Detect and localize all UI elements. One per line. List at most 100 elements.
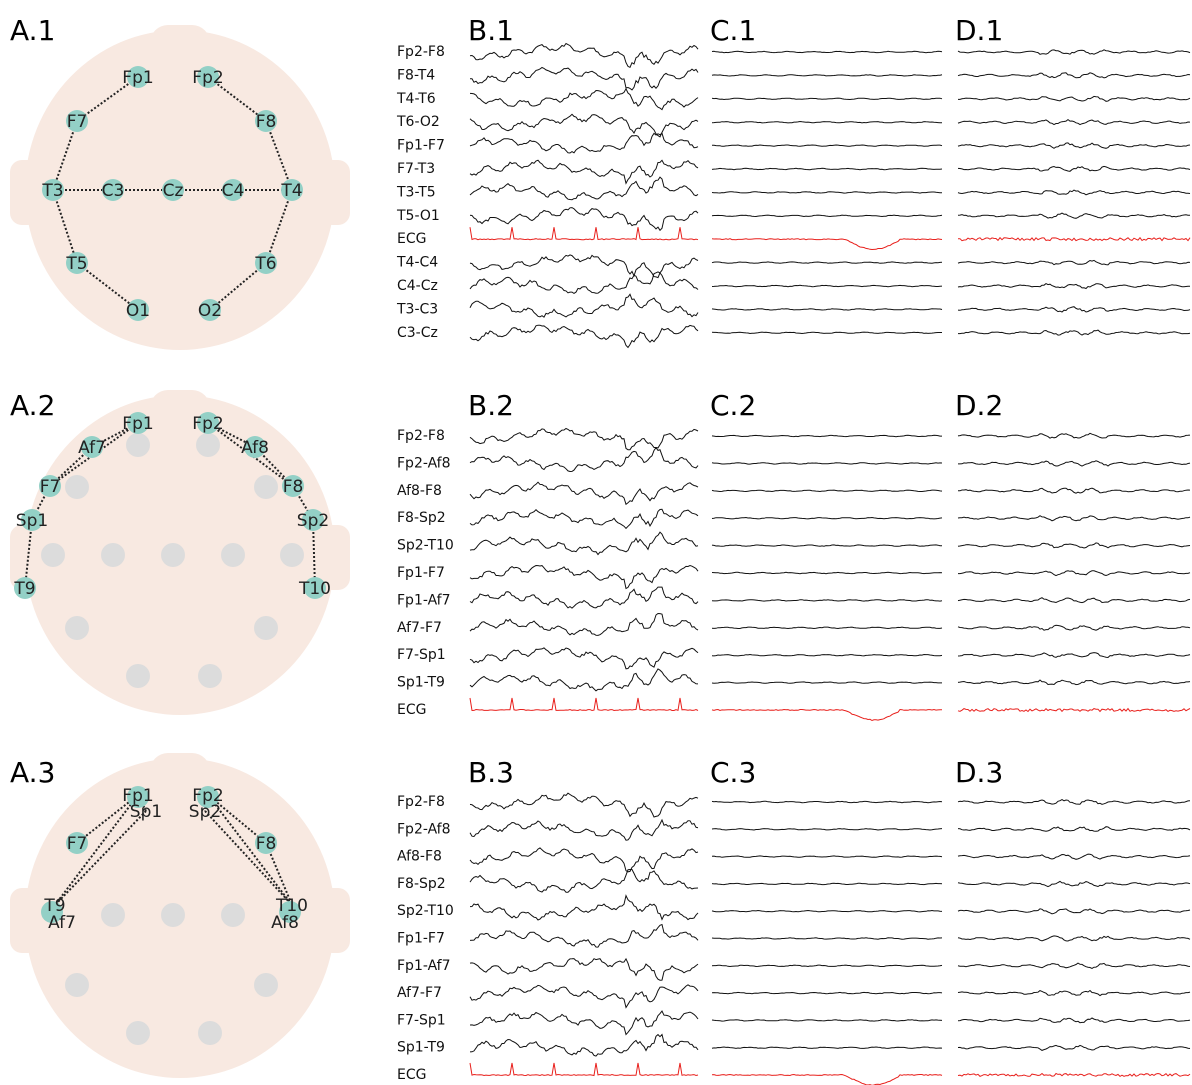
eeg-trace (711, 991, 943, 995)
connection (265, 189, 293, 264)
electrode-label: Fp1 (122, 786, 153, 806)
channel-label: T4-T6 (396, 91, 436, 107)
eeg-trace (957, 72, 1191, 79)
electrode (21, 509, 43, 531)
eeg-trace (711, 1019, 943, 1022)
eeg-trace (957, 189, 1191, 196)
channel-label: Sp2-T10 (397, 538, 454, 554)
electrode-placeholder (101, 543, 125, 567)
electrode (39, 475, 61, 497)
eeg-trace (469, 984, 699, 1009)
eeg-trace (469, 1010, 699, 1036)
electrode-label: Af8 (271, 913, 299, 933)
eeg-trace (469, 957, 699, 981)
channel-label: F8-Sp2 (397, 510, 446, 526)
eeg-trace (469, 113, 699, 138)
eeg-trace (957, 487, 1191, 494)
panel-label: A.2 (10, 389, 55, 422)
eeg-trace (711, 909, 943, 913)
connection (204, 810, 293, 906)
eeg-trace (711, 937, 943, 940)
electrode (41, 901, 63, 923)
electrode-label: C3 (102, 181, 125, 201)
eeg-trace (958, 329, 1191, 336)
eeg-trace (957, 908, 1191, 915)
electrode (197, 66, 219, 88)
electrode-placeholder (126, 433, 150, 457)
electrode-placeholder (126, 664, 150, 688)
panel-label: B.2 (468, 389, 514, 422)
electrode-placeholder (126, 1021, 150, 1045)
eeg-trace (711, 544, 942, 547)
eeg-trace (469, 847, 699, 873)
electrode-label: T9 (13, 579, 35, 599)
channel-label: Af7-F7 (397, 985, 442, 1001)
eeg-trace (469, 869, 699, 893)
eeg-trace (957, 283, 1190, 290)
channel-label: Fp1-F7 (397, 138, 445, 154)
connection (52, 120, 78, 191)
eeg-trace (711, 167, 943, 171)
eeg-trace (957, 212, 1190, 219)
eeg-trace (958, 460, 1191, 467)
eeg-trace (469, 227, 699, 241)
electrode-label: F7 (67, 834, 88, 854)
eeg-trace (711, 681, 942, 684)
eeg-trace (469, 427, 699, 451)
eeg-trace (957, 542, 1191, 549)
channel-label: ECG (397, 702, 426, 718)
eeg-trace (469, 668, 699, 692)
channel-label: ECG (397, 1067, 426, 1083)
electrode-placeholder (254, 616, 278, 640)
electrode-label: T10 (298, 579, 331, 599)
electrode-label: T4 (280, 181, 302, 201)
panel-label: C.1 (710, 14, 756, 47)
eeg-trace (957, 259, 1191, 266)
eeg-trace (711, 599, 943, 602)
electrode-placeholder (161, 903, 185, 927)
eeg-trace (711, 964, 943, 968)
channel-label: Fp2-Af8 (397, 455, 451, 471)
electrode (199, 299, 221, 321)
channel-label: T6-O2 (396, 114, 440, 130)
panel-label: C.3 (710, 756, 756, 789)
electrode-label: Fp1 (122, 414, 153, 434)
eeg-trace (957, 142, 1191, 149)
electrode (222, 179, 244, 201)
electrode-placeholder (254, 973, 278, 997)
eeg-trace (469, 647, 699, 670)
electrode (255, 110, 277, 132)
electrode-label: F8 (283, 477, 304, 497)
eeg-trace (711, 653, 943, 657)
electrode (197, 786, 219, 808)
electrode-placeholder (280, 543, 304, 567)
electrode (279, 901, 301, 923)
eeg-trace (469, 531, 699, 556)
eeg-trace (711, 516, 943, 520)
connection (76, 76, 139, 122)
eeg-trace (958, 570, 1191, 577)
channel-label: Fp1-Af7 (397, 958, 451, 974)
eeg-trace (469, 42, 699, 68)
panel-label: B.1 (468, 14, 514, 47)
eeg-trace (711, 462, 943, 465)
eeg-trace (711, 434, 942, 438)
channel-label: T5-O1 (396, 208, 440, 224)
eeg-trace (711, 261, 943, 264)
electrode-label: F8 (256, 112, 277, 132)
eeg-trace (469, 586, 699, 609)
electrode (162, 179, 184, 201)
electrode (102, 179, 124, 201)
eeg-trace (469, 132, 699, 154)
electrode (255, 252, 277, 274)
connection (207, 794, 267, 844)
eeg-trace (469, 254, 699, 279)
channel-label: F7-Sp1 (397, 647, 446, 663)
eeg-trace (957, 799, 1191, 805)
electrode-label: Fp2 (192, 68, 223, 88)
electrode-label: T3 (41, 181, 63, 201)
eeg-trace (711, 800, 943, 804)
electrode-label: Sp1 (130, 802, 162, 822)
eeg-trace (711, 708, 942, 722)
connection (24, 519, 33, 589)
